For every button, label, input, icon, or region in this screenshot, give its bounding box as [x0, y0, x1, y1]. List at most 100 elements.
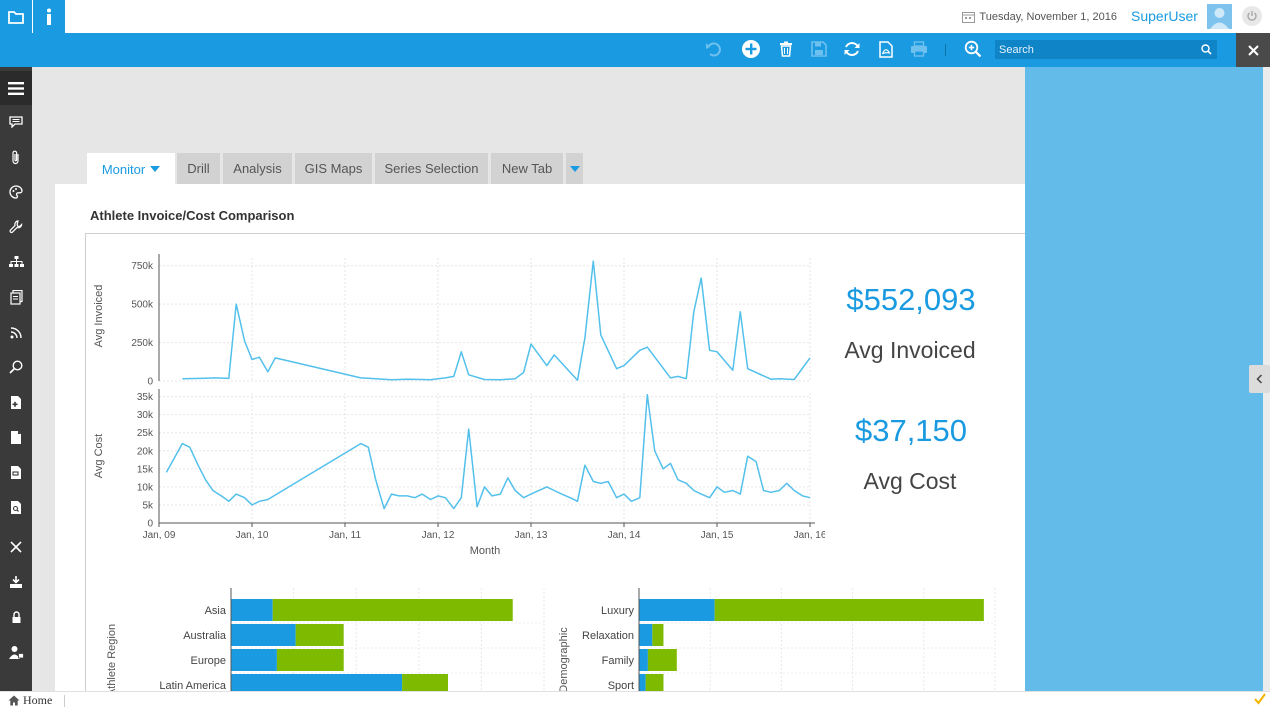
series-line	[165, 394, 811, 510]
status-separator	[64, 695, 65, 707]
toolbar-divider	[945, 44, 946, 56]
y-tick-label: 35k	[137, 392, 154, 403]
undo-button[interactable]	[703, 38, 725, 60]
kpi-avg-cost-value: $37,150	[854, 413, 968, 448]
month-x-axis: Jan, 09 Jan, 10 Jan, 11 Jan, 12 Jan, 13 Jan, …	[143, 522, 825, 557]
caret-down-icon	[150, 166, 161, 172]
bar-segment	[231, 649, 277, 671]
sidebar-item-report[interactable]	[0, 420, 32, 454]
folder-icon[interactable]	[0, 0, 32, 33]
rss-icon	[10, 326, 22, 338]
documents-icon	[9, 289, 23, 305]
file-plus-icon	[11, 395, 21, 409]
sidebar-item-report-alt[interactable]	[0, 455, 32, 489]
tab-drill[interactable]: Drill	[177, 153, 220, 184]
sidebar-item-search[interactable]	[0, 350, 32, 384]
sidebar-item-hierarchy[interactable]	[0, 245, 32, 279]
home-label: Home	[23, 693, 53, 707]
sidebar-item-close[interactable]	[0, 530, 32, 564]
bar-segment	[231, 599, 273, 621]
y-axis-title: Avg Cost	[93, 434, 105, 478]
sidebar-item-styles[interactable]	[0, 175, 32, 209]
print-button[interactable]	[908, 38, 930, 60]
calendar-icon	[962, 11, 976, 23]
avatar[interactable]	[1207, 4, 1232, 29]
tab-monitor[interactable]: Monitor	[87, 153, 175, 185]
bar-segment	[645, 674, 664, 691]
inbox-icon	[10, 575, 22, 588]
export-pdf-button[interactable]	[875, 38, 897, 60]
category-label: Australia	[183, 630, 227, 642]
tab-label: Monitor	[101, 161, 146, 177]
series-line	[182, 260, 811, 381]
printer-icon	[911, 41, 927, 57]
report-title: Athlete Invoice/Cost Comparison	[90, 208, 295, 223]
save-button[interactable]	[808, 38, 830, 60]
user-name[interactable]: SuperUser	[1131, 8, 1198, 24]
tab-label: New Tab	[501, 161, 553, 176]
tab-gis-maps[interactable]: GIS Maps	[295, 153, 372, 184]
tab-new-tab[interactable]: New Tab	[491, 153, 563, 184]
hamburger-icon	[8, 81, 24, 95]
sidebar-item-user-security[interactable]	[0, 635, 32, 669]
user-lock-icon	[8, 646, 24, 659]
home-link[interactable]: Home	[8, 693, 52, 708]
y-tick-label: 5k	[142, 500, 154, 511]
search-button[interactable]	[1195, 40, 1217, 59]
home-icon	[8, 695, 20, 706]
menu-button[interactable]	[0, 71, 32, 105]
x-tick-label: Jan, 11	[329, 530, 361, 541]
sidebar-item-report-search[interactable]	[0, 490, 32, 524]
sidebar-item-comments[interactable]	[0, 105, 32, 139]
trash-icon	[780, 41, 792, 57]
sitemap-icon	[8, 256, 24, 267]
sidebar-item-lock[interactable]	[0, 600, 32, 634]
cost-line-chart: 0 5k 10k 15k 20k 25k 30k 35k Avg Cost	[93, 389, 811, 530]
left-sidebar	[0, 67, 32, 691]
sidebar-item-tools[interactable]	[0, 210, 32, 244]
bar-segment	[639, 624, 653, 646]
bar-segment	[276, 649, 344, 671]
close-button[interactable]	[1236, 33, 1270, 67]
zoom-button[interactable]	[962, 38, 984, 60]
x-tick-label: Jan, 16	[794, 530, 825, 541]
chevron-left-icon	[1256, 374, 1263, 384]
bar-segment	[231, 674, 403, 691]
palette-icon	[9, 185, 23, 199]
y-tick-label: 25k	[137, 428, 154, 439]
tab-label: GIS Maps	[304, 161, 363, 176]
kpi-avg-invoiced-label: Avg Invoiced	[844, 337, 976, 363]
comment-icon	[9, 116, 23, 128]
tab-overflow-button[interactable]	[566, 153, 583, 184]
info-icon[interactable]	[33, 0, 65, 33]
file-search-icon	[11, 500, 21, 514]
x-tick-label: Jan, 10	[236, 530, 269, 541]
tab-series-selection[interactable]: Series Selection	[375, 153, 488, 184]
wrench-icon	[9, 220, 23, 234]
y-tick-label: 10k	[137, 482, 154, 493]
bar-segment	[639, 674, 646, 691]
x-tick-label: Jan, 13	[515, 530, 548, 541]
x-icon	[10, 541, 22, 553]
sidebar-item-documents[interactable]	[0, 280, 32, 314]
x-tick-label: Jan, 09	[143, 530, 176, 541]
search-box	[995, 40, 1217, 59]
refresh-button[interactable]	[841, 38, 863, 60]
y-tick-label: 30k	[137, 410, 154, 421]
sidebar-item-attachments[interactable]	[0, 140, 32, 174]
tab-analysis[interactable]: Analysis	[223, 153, 292, 184]
sidebar-item-broadcast[interactable]	[0, 315, 32, 349]
invoiced-line-chart: 0 250k 500k 750k Avg Invoiced	[93, 254, 811, 388]
sidebar-item-new-report[interactable]	[0, 385, 32, 419]
status-bar: Home	[0, 691, 1270, 709]
panel-collapse-handle[interactable]	[1249, 365, 1270, 393]
search-input[interactable]	[995, 40, 1195, 59]
y-tick-label: 250k	[131, 338, 154, 349]
logout-button[interactable]	[1242, 6, 1262, 26]
x-tick-label: Jan, 12	[422, 530, 455, 541]
y-tick-label: 0	[147, 377, 153, 388]
sidebar-item-import[interactable]	[0, 565, 32, 599]
delete-button[interactable]	[775, 38, 797, 60]
add-button[interactable]	[740, 38, 762, 60]
bar-segment	[714, 599, 984, 621]
